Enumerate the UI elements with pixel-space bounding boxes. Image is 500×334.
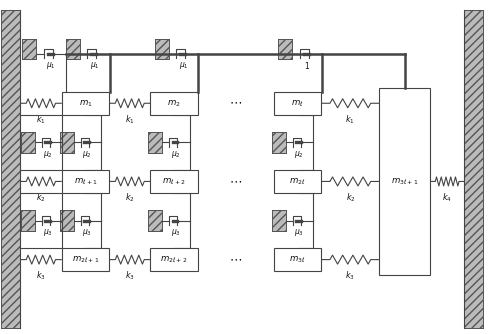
Bar [1, 10, 20, 328]
Text: $m_{2\ell+1}$: $m_{2\ell+1}$ [72, 255, 99, 265]
Text: $k_4$: $k_4$ [442, 191, 452, 204]
Text: $m_\ell$: $m_\ell$ [292, 98, 304, 109]
Bar [22, 38, 36, 59]
Bar [272, 132, 286, 153]
Bar [274, 170, 321, 193]
Text: $\cdots$: $\cdots$ [230, 252, 242, 265]
Text: $m_{3\ell+1}$: $m_{3\ell+1}$ [391, 176, 418, 187]
Text: $k_2$: $k_2$ [36, 191, 46, 204]
Text: $m_1$: $m_1$ [78, 98, 92, 109]
Text: $\mu_1$: $\mu_1$ [46, 60, 56, 71]
Text: $k_1$: $k_1$ [36, 113, 46, 126]
Bar [62, 248, 109, 271]
Text: $\cdots$: $\cdots$ [230, 174, 242, 187]
Text: $1$: $1$ [304, 60, 310, 71]
Text: $k_3$: $k_3$ [125, 270, 134, 282]
Text: $k_2$: $k_2$ [346, 191, 355, 204]
Text: $\mu_3$: $\mu_3$ [82, 227, 92, 238]
Bar [150, 92, 198, 115]
Text: $\mu_2$: $\mu_2$ [44, 149, 54, 160]
Bar [148, 132, 162, 153]
Bar [62, 92, 109, 115]
Bar [60, 132, 74, 153]
Bar [274, 248, 321, 271]
Bar [66, 38, 80, 59]
Text: $m_{2\ell}$: $m_{2\ell}$ [290, 176, 306, 187]
Text: $\mu_2$: $\mu_2$ [294, 149, 304, 160]
Text: $k_2$: $k_2$ [125, 191, 134, 204]
Text: $m_{2\ell+2}$: $m_{2\ell+2}$ [160, 255, 188, 265]
Text: $\mu_3$: $\mu_3$ [44, 227, 54, 238]
Text: $\mu_1$: $\mu_1$ [178, 60, 188, 71]
Bar [62, 170, 109, 193]
Bar [464, 10, 483, 328]
Text: $k_3$: $k_3$ [36, 270, 46, 282]
Text: $m_{\ell+2}$: $m_{\ell+2}$ [162, 176, 186, 187]
Bar [274, 92, 321, 115]
Bar [150, 170, 198, 193]
Bar [60, 210, 74, 231]
Text: $\cdots$: $\cdots$ [230, 96, 242, 109]
Bar [150, 248, 198, 271]
Text: $k_3$: $k_3$ [346, 270, 355, 282]
Bar [272, 210, 286, 231]
Bar [21, 210, 35, 231]
Text: $\mu_2$: $\mu_2$ [82, 149, 92, 160]
Bar [278, 38, 292, 59]
Text: $\mu_1$: $\mu_1$ [90, 60, 100, 71]
Bar [154, 38, 168, 59]
Text: $k_1$: $k_1$ [346, 113, 355, 126]
Text: $m_2$: $m_2$ [167, 98, 181, 109]
Text: $k_1$: $k_1$ [125, 113, 134, 126]
Text: $m_{3\ell}$: $m_{3\ell}$ [290, 255, 306, 265]
Bar [148, 210, 162, 231]
Text: $\mu_3$: $\mu_3$ [171, 227, 181, 238]
Text: $\mu_2$: $\mu_2$ [171, 149, 180, 160]
Bar [380, 88, 430, 275]
Bar [21, 132, 35, 153]
Text: $m_{\ell+1}$: $m_{\ell+1}$ [74, 176, 97, 187]
Text: $\mu_3$: $\mu_3$ [294, 227, 304, 238]
